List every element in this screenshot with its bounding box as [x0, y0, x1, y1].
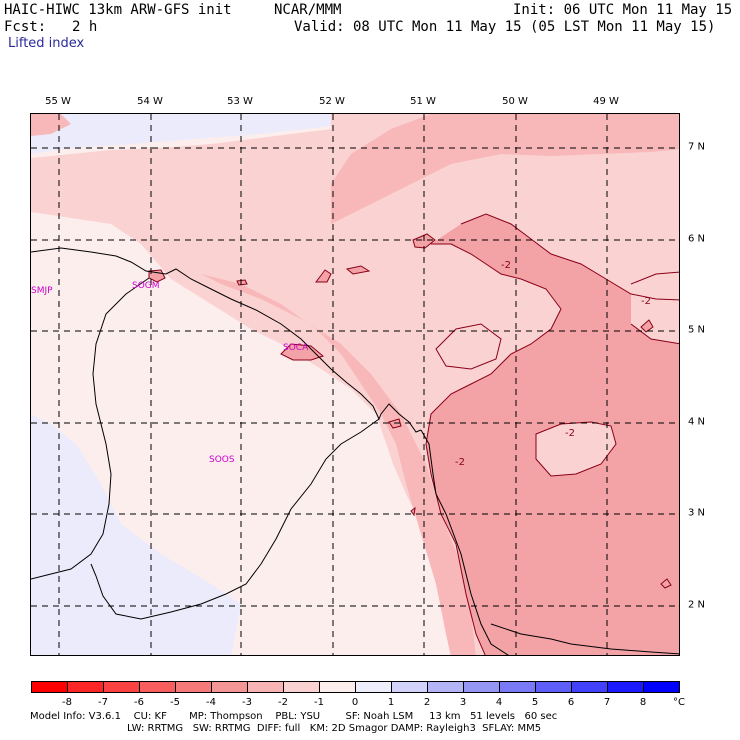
colorbar-tick-label: -3: [242, 697, 252, 708]
longitude-label: 53 W: [227, 96, 253, 107]
colorbar-tick-label: -6: [134, 697, 144, 708]
contour-blob: [660, 578, 672, 589]
medium-pink-region: [31, 114, 71, 136]
latitude-label: 2 N: [688, 599, 706, 611]
colorbar-swatch: [67, 681, 104, 693]
longitude-label: 50 W: [502, 96, 528, 107]
latitude-label: 6 N: [688, 233, 706, 245]
colorbar-swatch: [499, 681, 536, 693]
colorbar-tick-label: -4: [206, 697, 216, 708]
forecast-label: Fcst:: [4, 19, 47, 35]
colorbar-swatch: [103, 681, 140, 693]
colorbar-swatch: [139, 681, 176, 693]
colorbar-swatch: [607, 681, 644, 693]
colorbar-tick-label: 1: [387, 697, 395, 708]
colorbar-swatch: [355, 681, 392, 693]
colorbar-tick-label: 6: [567, 697, 575, 708]
colorbar-tick-label: -7: [98, 697, 108, 708]
contour-line: [425, 243, 562, 655]
contour-line: [435, 323, 502, 370]
colorbar-swatch: [463, 681, 500, 693]
longitude-label: 49 W: [593, 96, 619, 107]
field-name-label: Lifted index: [8, 36, 85, 51]
colorbar-tick-label: -5: [170, 697, 180, 708]
colorbar-tick-label: 5: [531, 697, 539, 708]
colorbar-tick-label: -8: [62, 697, 72, 708]
model-title: HAIC-HIWC 13km ARW-GFS init: [4, 2, 232, 18]
colorbar-tick-label: 4: [495, 697, 503, 708]
contour-label: -2: [641, 296, 651, 307]
colorbar-unit-label: °C: [673, 697, 685, 708]
init-time-label: Init: 06 UTC Mon 11 May 15: [513, 2, 733, 18]
colorbar-swatch: [427, 681, 464, 693]
colorbar-tick-label: 7: [603, 697, 611, 708]
coastline: [31, 247, 422, 433]
model-info-line-1: Model Info: V3.6.1 CU: KF MP: Thompson P…: [30, 711, 558, 722]
colorbar-swatch: [283, 681, 320, 693]
longitude-label: 51 W: [410, 96, 436, 107]
colorbar-swatch: [571, 681, 608, 693]
station-label: SMJP: [31, 286, 53, 296]
border-line: [90, 418, 380, 620]
light-hole-region: [536, 422, 616, 476]
contour-label: -2: [455, 457, 465, 468]
latitude-label: 7 N: [688, 141, 706, 153]
station-label: SOCA: [283, 343, 309, 353]
contour-blob: [236, 279, 248, 286]
latitude-label: 3 N: [688, 507, 706, 519]
colorbar-swatch: [535, 681, 572, 693]
contour-blob: [280, 343, 325, 361]
colorbar-tick-label: 2: [423, 697, 431, 708]
contour-line: [630, 271, 679, 345]
organization-label: NCAR/MMM: [274, 2, 342, 18]
border-line: [490, 623, 679, 655]
colorbar-tick-label: 8: [639, 697, 647, 708]
colorbar-tick-label: 0: [351, 697, 359, 708]
pale-blue-region: [31, 114, 331, 154]
colorbar-tick-label: -1: [314, 697, 324, 708]
colorbar-swatch: [31, 681, 68, 693]
colorbar-swatch: [391, 681, 428, 693]
model-info-line-2: LW: RRTMG SW: RRTMG DIFF: full KM: 2D Sm…: [127, 723, 542, 734]
latitude-label: 4 N: [688, 416, 706, 428]
contour-blob: [640, 319, 654, 333]
longitude-label: 54 W: [137, 96, 163, 107]
graticule: [31, 114, 679, 655]
contour-label: -2: [565, 428, 575, 439]
longitude-label: 55 W: [45, 96, 71, 107]
valid-time-label: Valid: 08 UTC Mon 11 May 15 (05 LST Mon …: [294, 19, 716, 35]
latitude-label: 5 N: [688, 324, 706, 336]
light-hole-region: [436, 324, 501, 369]
colorbar-swatch: [247, 681, 284, 693]
longitude-label: 52 W: [319, 96, 345, 107]
border-line: [420, 429, 509, 655]
contour-blob: [315, 269, 332, 283]
colorbar-swatch: [175, 681, 212, 693]
colorbar-swatch: [643, 681, 680, 693]
contour-line: [460, 213, 679, 301]
colorbar-swatch: [319, 681, 356, 693]
contour-label: -2: [501, 260, 511, 271]
station-label: SOGM: [132, 281, 160, 291]
colorbar-swatch: [211, 681, 248, 693]
contour-blob: [345, 265, 371, 275]
pale-blue-region: [31, 414, 241, 655]
medium-pink-region: [331, 114, 679, 224]
colorbar-tick-label: 3: [459, 697, 467, 708]
colorbar-tick-label: -2: [278, 697, 288, 708]
forecast-hour-value: 2 h: [72, 19, 98, 35]
medium-pink-region: [201, 274, 476, 655]
contour-blob: [410, 506, 416, 517]
lifted-index-map: -2 -2 -2 -2 SMJP SOGM SOCA SOOS: [30, 113, 680, 656]
station-label: SOOS: [209, 455, 235, 465]
border-line: [31, 277, 150, 580]
